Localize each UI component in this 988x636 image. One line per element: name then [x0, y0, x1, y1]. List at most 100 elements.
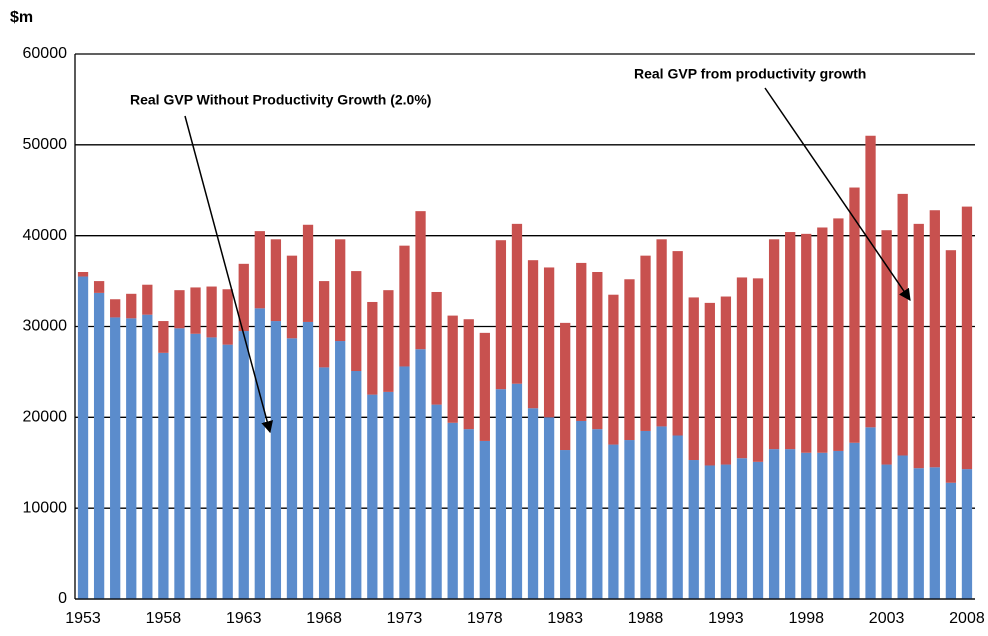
annotation-arrow [764, 87, 911, 301]
bar-segment [190, 287, 201, 334]
plot-area: 0 10000 20000 30000 40000 50000 60000 1953 1958 1… [23, 45, 985, 627]
bar-segment [302, 321, 314, 599]
bar-segment [479, 332, 490, 441]
bar-segment [335, 239, 346, 342]
bar-segment [463, 429, 474, 599]
bar-segment [383, 290, 394, 392]
bar-segment [254, 231, 265, 309]
bar-segment [961, 469, 973, 599]
bar-segment [174, 290, 185, 329]
bar-segment [158, 352, 169, 599]
bar-segment [576, 420, 587, 599]
bar-segment [881, 230, 892, 465]
x-tick-label: 2003 [869, 610, 905, 627]
bar-segment [640, 255, 651, 431]
bar-segment [688, 460, 699, 599]
bar-segment [543, 417, 555, 599]
bar-segment [447, 315, 458, 423]
bar-segment [833, 218, 844, 451]
bar-segment [817, 452, 828, 599]
bar-segment [110, 299, 121, 318]
bar-segment [672, 435, 683, 599]
x-tick-label: 1983 [547, 610, 583, 627]
bar-segment [849, 187, 860, 443]
bar-segment [913, 223, 924, 469]
bar-segment [688, 297, 699, 461]
bar-segment [897, 193, 908, 456]
x-tick-label: 1958 [146, 610, 182, 627]
bar-segment [495, 240, 507, 390]
bar-segment [560, 322, 571, 451]
bar-segment [881, 464, 892, 599]
bar-segment [351, 271, 362, 372]
bar-segment [399, 366, 410, 599]
bar-segment [849, 442, 860, 599]
bar-segment [318, 367, 330, 599]
bar-segment [656, 239, 667, 427]
bar-segment [592, 429, 603, 599]
bar-segment [543, 267, 555, 418]
bar-segment [238, 263, 249, 332]
bar-segment [431, 404, 442, 599]
bar-segment [463, 319, 474, 430]
bar-segment [479, 440, 490, 599]
bar-segment [929, 210, 940, 468]
bar-segment [126, 293, 137, 319]
bar-segment [222, 344, 233, 599]
y-tick-label: 40000 [23, 227, 68, 244]
bar-segment [608, 294, 619, 445]
bar-segment [383, 391, 394, 599]
annotation: Real GVP Without Productivity Growth (2.… [130, 92, 431, 108]
annotation: Real GVP from productivity growth [634, 66, 866, 82]
bar-segment [817, 227, 828, 453]
bar-segment [624, 440, 635, 599]
y-tick-label: 0 [58, 590, 67, 607]
bar-segment [254, 308, 265, 599]
bar-segment [93, 292, 105, 599]
bar-segment [270, 239, 282, 322]
bar-segment [736, 277, 748, 459]
bar-segment [945, 482, 957, 599]
bar-segment [640, 430, 651, 599]
bar-segment [286, 255, 298, 339]
y-tick-label: 10000 [23, 499, 68, 516]
bar-segment [174, 328, 185, 599]
bar-segment [624, 279, 635, 441]
x-tick-label: 1988 [628, 610, 664, 627]
bar-segment [785, 232, 796, 450]
bar-segment [158, 321, 169, 353]
bar-segment [672, 251, 683, 436]
bar-segment [527, 260, 539, 409]
y-tick-label: 30000 [23, 318, 68, 335]
bar-segment [351, 371, 362, 599]
x-tick-label: 1998 [788, 610, 824, 627]
bar-segment [190, 333, 201, 599]
bar-segment [142, 284, 153, 315]
bar-segment [785, 449, 796, 599]
bar-segment [913, 468, 924, 599]
y-tick-label: 20000 [23, 409, 68, 426]
bar-segment [945, 250, 957, 483]
y-tick-label: 50000 [23, 136, 68, 153]
bar-segment [897, 455, 908, 599]
bar-segment [93, 281, 105, 293]
bar-segment [286, 338, 298, 599]
bar-segment [929, 467, 940, 599]
annotation-arrow [184, 115, 273, 434]
bar-segment [238, 331, 249, 599]
bar-segment [560, 450, 571, 599]
bar-segment [270, 321, 282, 599]
bar-segment [768, 239, 780, 450]
bar-segment [592, 272, 603, 430]
x-tick-label: 1953 [65, 610, 101, 627]
bar-segment [431, 291, 442, 405]
bar-segment [576, 262, 587, 421]
bar-segment [415, 349, 426, 599]
y-axis-label: $m [10, 9, 33, 26]
bar-segment [367, 394, 378, 599]
bar-segment [752, 278, 764, 462]
bar-segment [768, 449, 780, 599]
x-tick-label: 2008 [949, 610, 985, 627]
bar-segment [302, 224, 314, 322]
bar-segment [126, 318, 137, 599]
